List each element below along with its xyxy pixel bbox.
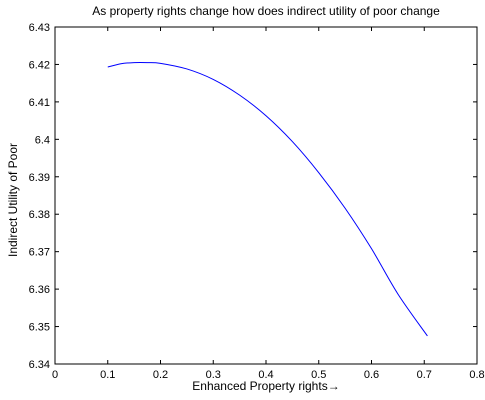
plot-area-frame — [54, 26, 478, 365]
x-tick-label: 0.4 — [258, 369, 273, 381]
x-tick-label: 0.7 — [417, 369, 432, 381]
y-axis-label: Indirect Utility of Poor — [6, 143, 20, 257]
y-tick-label: 6.41 — [29, 97, 50, 109]
y-tick-label: 6.36 — [29, 284, 50, 296]
x-tick-label: 0.1 — [100, 369, 115, 381]
chart-title: As property rights change how does indir… — [92, 4, 440, 18]
y-tick-label: 6.35 — [29, 322, 50, 334]
x-tick-label: 0.3 — [206, 369, 221, 381]
x-tick-label: 0.5 — [311, 369, 326, 381]
x-tick-label: 0.8 — [469, 369, 484, 381]
x-axis-label: Enhanced Property rights→ — [192, 379, 339, 393]
x-tick-label: 0.6 — [364, 369, 379, 381]
plot-frame-box — [54, 26, 478, 365]
y-tick-label: 6.43 — [29, 22, 50, 34]
y-tick-label: 6.42 — [29, 59, 50, 71]
axis-ticks: 0 0.1 0.2 0.3 0.4 0.5 0.6 0.7 0.8 6.34 6.35 6.36 6.3… — [29, 22, 485, 381]
y-tick-label: 6.39 — [29, 172, 50, 184]
y-tick-label: 6.4 — [35, 134, 50, 146]
series-line-0 — [107, 61, 428, 337]
series-layer — [107, 61, 428, 337]
y-tick-label: 6.38 — [29, 209, 50, 221]
x-tick-label: 0 — [52, 369, 58, 381]
y-tick-label: 6.34 — [29, 359, 50, 371]
y-tick-label: 6.37 — [29, 247, 50, 259]
x-tick-label: 0.2 — [153, 369, 168, 381]
